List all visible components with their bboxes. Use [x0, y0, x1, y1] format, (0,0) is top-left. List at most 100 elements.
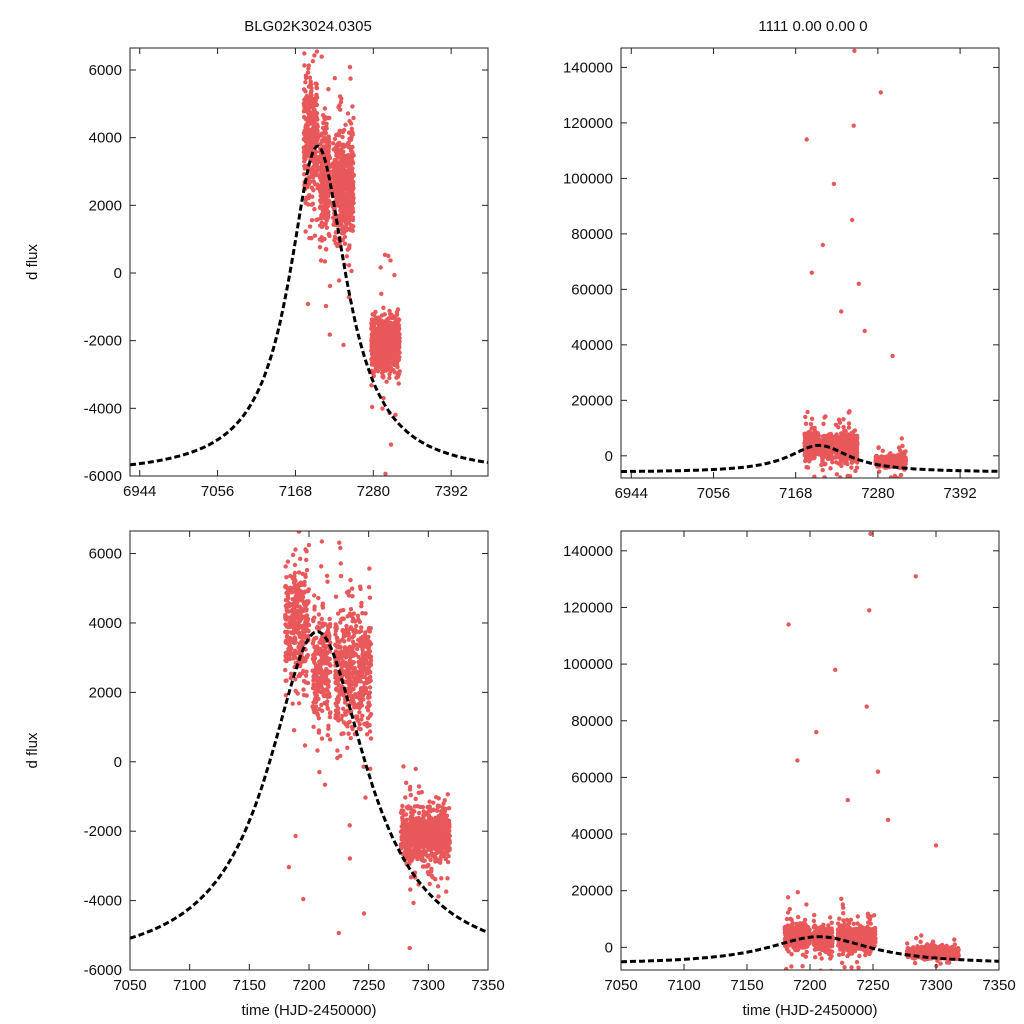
top-right-point-562: [830, 483, 834, 487]
top-right-point-47: [808, 421, 814, 427]
bottom-left-point-240: [293, 833, 298, 839]
top-left-point-1892: [384, 322, 390, 327]
bottom-left-point-328: [293, 640, 298, 645]
bottom-left-point-109: [300, 571, 305, 577]
bottom-left-point-540: [319, 564, 324, 569]
top-left-point-506: [318, 198, 323, 203]
top-left-point-1082: [339, 158, 345, 163]
top-right-point-1912: [851, 123, 856, 128]
top-left-point-1101: [345, 111, 351, 116]
top-left-point-1135: [338, 212, 343, 218]
top-right-ytick-label: 140000: [563, 59, 613, 76]
top-left-point-1128: [347, 210, 352, 215]
top-left-point-341: [305, 126, 310, 132]
top-left-point-1885: [382, 319, 387, 324]
bottom-left-point-415: [317, 769, 322, 775]
top-left-point-626: [326, 159, 331, 165]
bottom-left-point-856: [344, 623, 349, 629]
bottom-left-point-1010: [337, 651, 342, 656]
bottom-left-point-274: [289, 624, 294, 629]
top-left-point-699: [331, 141, 336, 146]
bottom-left-point-118: [304, 693, 309, 698]
bottom-left-point-265: [284, 598, 290, 603]
top-left-point-623: [323, 188, 328, 193]
top-right-point-507: [821, 421, 826, 427]
bottom-left-point-340: [296, 610, 302, 615]
bottom-left-points: [283, 397, 452, 951]
top-right-point-913: [854, 465, 860, 470]
top-left-point-869: [347, 243, 352, 248]
bottom-left-point-359: [300, 635, 305, 640]
bottom-left-point-291: [284, 624, 289, 629]
top-left-point-1150: [332, 76, 337, 81]
bottom-left-point-238: [283, 693, 289, 698]
top-right-point-356: [809, 416, 815, 421]
bottom-left-point-588: [325, 579, 330, 584]
top-right-point-161: [805, 409, 810, 415]
top-left-xtick-label: 7280: [357, 483, 390, 500]
top-left-point-342: [303, 116, 308, 122]
top-left-point-1053: [337, 167, 343, 172]
top-left-point-1901: [383, 341, 388, 347]
bottom-left-point-487: [319, 702, 324, 708]
top-left-point-1795: [384, 362, 390, 368]
top-right-point-183: [812, 474, 817, 478]
top-left-point-349: [303, 108, 309, 114]
top-left-point-619: [321, 144, 327, 150]
bottom-left-point-34: [301, 896, 306, 902]
top-right-ytick-label: 40000: [571, 337, 613, 354]
top-left-point-1131: [348, 175, 353, 180]
top-left-point-614: [319, 220, 324, 225]
top-left-point-595: [322, 115, 327, 121]
top-left-point-864: [333, 241, 338, 246]
bottom-left-point-584: [326, 726, 331, 731]
top-left-point-463: [326, 231, 331, 237]
bottom-left-point-251: [301, 590, 307, 595]
top-left-ytick-label: 4000: [89, 130, 122, 147]
top-right-point-1917: [856, 281, 861, 286]
bottom-left-point-292: [288, 619, 294, 625]
top-left-point-661: [351, 115, 356, 121]
top-right-point-1157: [845, 449, 850, 455]
top-left-point-1151: [339, 201, 345, 206]
top-left-point-1202: [381, 395, 386, 401]
top-left-point-1153: [339, 180, 344, 185]
bottom-left-point-310: [283, 678, 288, 683]
top-left-point-331: [311, 175, 316, 180]
bottom-left-point-608: [316, 716, 321, 721]
bottom-left-point-346: [289, 631, 295, 636]
bottom-left-point-1012: [357, 662, 362, 668]
top-left-point-1856: [379, 370, 385, 376]
bottom-left-point-185: [288, 671, 294, 676]
top-left-point-797: [347, 64, 353, 70]
bottom-left-point-616: [322, 671, 327, 677]
top-left-xtick-label: 7056: [201, 483, 234, 500]
bottom-left-point-444: [312, 593, 317, 598]
top-left-point-1113: [349, 184, 354, 189]
top-right-ytick-label: 20000: [571, 392, 613, 409]
bottom-left-point-729: [343, 397, 347, 401]
top-right-point-626: [822, 438, 828, 443]
bottom-left-point-345: [292, 648, 298, 653]
bottom-left-point-752: [357, 710, 362, 715]
bottom-left-point-601: [324, 658, 330, 664]
bottom-left-point-559: [321, 482, 325, 486]
top-left-point-353: [312, 127, 317, 133]
bottom-left-point-1080: [348, 689, 353, 694]
bottom-left-point-681: [333, 649, 339, 654]
bottom-left-point-27: [303, 503, 307, 507]
top-left-point-1810: [394, 362, 400, 367]
bottom-left-point-1055: [348, 607, 354, 612]
top-left-point-1898: [379, 353, 384, 358]
bottom-left-point-374: [327, 616, 332, 622]
top-left-point-340: [309, 202, 315, 207]
top-left-point-571: [319, 193, 325, 199]
bottom-left-point-766: [354, 623, 359, 629]
top-left-point-1399: [380, 406, 385, 411]
bottom-left-point-8: [296, 570, 302, 575]
top-left-point-1154: [345, 155, 351, 160]
top-left-point-602: [319, 224, 325, 230]
bottom-left-point-910: [350, 619, 355, 624]
top-right-point-297: [802, 431, 807, 436]
top-left-point-1760: [379, 362, 384, 367]
